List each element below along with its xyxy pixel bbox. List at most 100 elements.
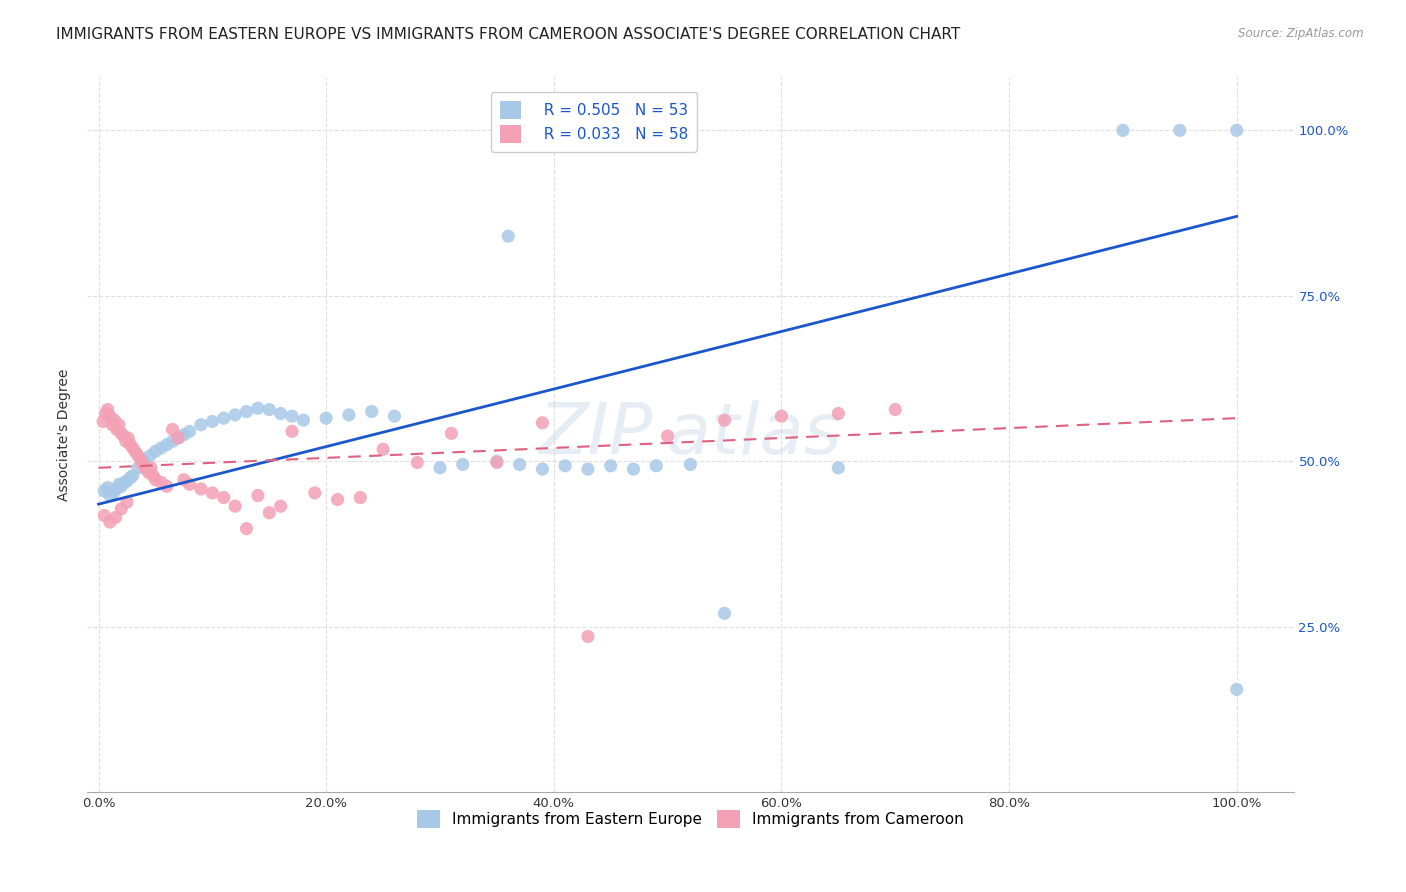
- Point: [98, 515, 121, 529]
- Point: [406, 455, 429, 469]
- Point: [131, 455, 153, 469]
- Point: [127, 460, 149, 475]
- Point: [156, 437, 179, 451]
- Point: [1112, 123, 1135, 137]
- Point: [108, 417, 131, 432]
- Point: [270, 499, 292, 513]
- Point: [679, 458, 702, 472]
- Point: [270, 407, 292, 421]
- Point: [509, 458, 531, 472]
- Point: [576, 630, 599, 644]
- Point: [115, 474, 138, 488]
- Point: [713, 607, 735, 621]
- Point: [770, 409, 793, 424]
- Point: [139, 449, 162, 463]
- Legend: Immigrants from Eastern Europe, Immigrants from Cameroon: Immigrants from Eastern Europe, Immigran…: [411, 804, 970, 834]
- Point: [121, 468, 143, 483]
- Point: [190, 417, 212, 432]
- Point: [179, 425, 201, 439]
- Point: [1226, 123, 1249, 137]
- Point: [121, 441, 143, 455]
- Point: [105, 482, 128, 496]
- Point: [485, 454, 508, 468]
- Point: [576, 462, 599, 476]
- Point: [94, 407, 117, 421]
- Point: [142, 468, 165, 483]
- Point: [281, 409, 304, 424]
- Point: [97, 402, 120, 417]
- Point: [440, 426, 463, 441]
- Point: [145, 444, 167, 458]
- Point: [101, 417, 124, 432]
- Point: [173, 427, 195, 442]
- Point: [162, 434, 184, 449]
- Text: ZIP atlas: ZIP atlas: [538, 401, 842, 469]
- Point: [1168, 123, 1191, 137]
- Point: [496, 229, 519, 244]
- Point: [103, 413, 125, 427]
- Point: [138, 466, 160, 480]
- Point: [173, 473, 195, 487]
- Point: [114, 475, 136, 490]
- Point: [657, 429, 679, 443]
- Point: [105, 422, 128, 436]
- Point: [179, 477, 201, 491]
- Point: [104, 510, 127, 524]
- Point: [384, 409, 406, 424]
- Point: [326, 492, 349, 507]
- Point: [91, 414, 114, 428]
- Point: [485, 455, 508, 469]
- Point: [110, 479, 132, 493]
- Point: [371, 442, 394, 457]
- Point: [531, 462, 554, 476]
- Point: [135, 462, 157, 476]
- Y-axis label: Associate's Degree: Associate's Degree: [58, 368, 72, 501]
- Point: [1226, 682, 1249, 697]
- Point: [360, 404, 382, 418]
- Point: [315, 411, 337, 425]
- Point: [259, 506, 281, 520]
- Point: [246, 401, 269, 416]
- Point: [212, 491, 235, 505]
- Point: [304, 486, 326, 500]
- Point: [115, 434, 138, 449]
- Point: [124, 444, 146, 458]
- Point: [235, 522, 257, 536]
- Point: [337, 408, 360, 422]
- Point: [120, 471, 142, 485]
- Point: [623, 462, 645, 476]
- Point: [127, 448, 149, 462]
- Point: [115, 495, 138, 509]
- Point: [224, 408, 246, 422]
- Point: [98, 489, 121, 503]
- Point: [145, 473, 167, 487]
- Point: [162, 422, 184, 436]
- Point: [281, 425, 304, 439]
- Point: [827, 460, 849, 475]
- Point: [599, 458, 621, 473]
- Point: [451, 458, 474, 472]
- Point: [167, 431, 190, 445]
- Point: [645, 458, 668, 473]
- Point: [93, 508, 115, 523]
- Point: [156, 479, 179, 493]
- Point: [167, 431, 190, 445]
- Point: [190, 482, 212, 496]
- Point: [429, 460, 451, 475]
- Point: [201, 414, 224, 428]
- Point: [212, 411, 235, 425]
- Point: [150, 475, 173, 490]
- Text: Source: ZipAtlas.com: Source: ZipAtlas.com: [1239, 27, 1364, 40]
- Point: [884, 402, 907, 417]
- Point: [827, 407, 849, 421]
- Point: [110, 501, 132, 516]
- Point: [235, 404, 257, 418]
- Point: [93, 483, 115, 498]
- Point: [201, 486, 224, 500]
- Text: IMMIGRANTS FROM EASTERN EUROPE VS IMMIGRANTS FROM CAMEROON ASSOCIATE'S DEGREE CO: IMMIGRANTS FROM EASTERN EUROPE VS IMMIGR…: [56, 27, 960, 42]
- Point: [150, 441, 173, 455]
- Point: [531, 416, 554, 430]
- Point: [103, 486, 125, 500]
- Point: [120, 437, 142, 451]
- Point: [128, 450, 150, 465]
